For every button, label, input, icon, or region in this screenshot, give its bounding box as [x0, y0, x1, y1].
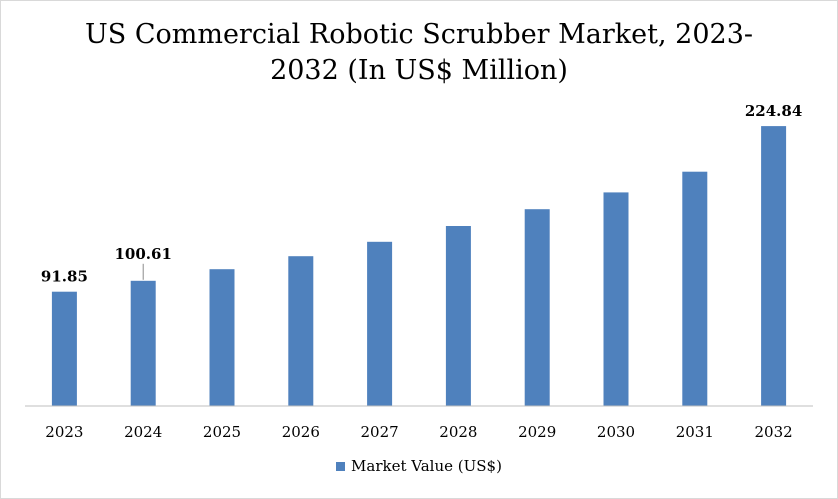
bar-2029: [524, 209, 550, 406]
x-tick-label-2027: 2027: [361, 423, 399, 441]
x-tick-label-2030: 2030: [597, 423, 635, 441]
bar-2023: [51, 291, 77, 406]
bar-2026: [288, 256, 314, 406]
x-tick-label-2029: 2029: [518, 423, 556, 441]
chart-title: US Commercial Robotic Scrubber Market, 2…: [1, 17, 837, 89]
bar-group: [51, 126, 787, 406]
x-tick-label-2028: 2028: [439, 423, 477, 441]
x-tick-label-2023: 2023: [45, 423, 83, 441]
chart-legend: Market Value (US$): [1, 457, 837, 475]
chart-title-line-2: 2032 (In US$ Million): [270, 55, 568, 86]
x-tick-label-group: 2023 2024 2025 2026 2027 2028 2029 2030 2031 2032: [45, 423, 792, 441]
chart-title-line-1: US Commercial Robotic Scrubber Market, 2…: [84, 19, 753, 50]
data-label-2023: 91.85: [41, 268, 88, 286]
data-label-2032: 224.84: [745, 102, 802, 120]
legend-swatch: [336, 462, 346, 471]
bar-2030: [603, 192, 629, 406]
bar-2025: [209, 269, 235, 406]
x-tick-label-2024: 2024: [124, 423, 162, 441]
x-tick-label-2032: 2032: [755, 423, 793, 441]
legend-label: Market Value (US$): [351, 457, 502, 475]
x-tick-label-2031: 2031: [676, 423, 714, 441]
bar-2027: [367, 241, 393, 406]
data-label-group: 91.85 100.61 224.84: [41, 102, 802, 286]
data-label-2024: 100.61: [114, 245, 171, 263]
x-tick-label-2026: 2026: [282, 423, 320, 441]
bar-2028: [445, 226, 471, 406]
x-tick-label-2025: 2025: [203, 423, 241, 441]
bar-2031: [682, 171, 708, 406]
bar-2032: [761, 126, 787, 406]
bar-2024: [130, 280, 156, 406]
